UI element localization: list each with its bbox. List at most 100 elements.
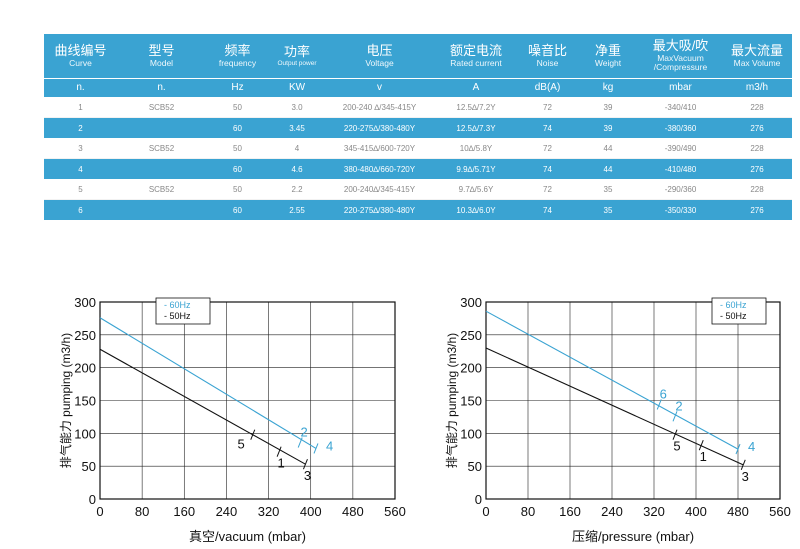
table-cell: 228 [722, 97, 792, 118]
y-tick-label: 100 [460, 426, 482, 441]
unit-cell: mbar [639, 78, 722, 97]
x-tick-label: 400 [300, 504, 322, 519]
plot-frame [485, 301, 781, 500]
curve-marker-tick [698, 439, 704, 451]
table-cell: 228 [722, 138, 792, 159]
table-cell: 200-240∆/345-415Y [325, 179, 434, 200]
x-tick-label: 480 [342, 504, 364, 519]
unit-cell: dB(A) [518, 78, 577, 97]
x-tick-label: 560 [769, 504, 791, 519]
series-line-50Hz [99, 348, 306, 465]
table-cell: 4 [269, 138, 325, 159]
y-tick-label: 250 [74, 328, 96, 343]
table-row: 4 60 4.6 380-480∆/660-720Y 9.9∆/5.71Y 74 44 -41… [44, 158, 792, 179]
curve-marker-tick [735, 443, 741, 455]
curve-marker-label: 5 [238, 437, 245, 452]
y-tick-label: 150 [74, 394, 96, 409]
unit-cell: Hz [206, 78, 269, 97]
table-cell: 74 [518, 199, 577, 220]
table-cell: 276 [722, 199, 792, 220]
series-line-50Hz [485, 347, 744, 466]
table-cell: 2.2 [269, 179, 325, 200]
table-cell: 220-275∆/380-480Y [325, 199, 434, 220]
header-power: 功率 Output power [269, 34, 325, 79]
y-tick-label: 300 [460, 295, 482, 310]
table-cell: 6 [44, 199, 117, 220]
header-row: 曲线编号 Curve 型号 Model 频率 frequency 功率 Output p… [44, 34, 792, 79]
table-cell: 10.3∆/6.0Y [434, 199, 518, 220]
unit-row: n. n. Hz KW v A dB(A) kg mbar m3/h [44, 78, 792, 97]
legend-entry: - 60Hz [164, 300, 191, 310]
x-tick-label: 320 [643, 504, 665, 519]
table-cell: 1 [44, 97, 117, 118]
table-cell: 12.5∆/7.2Y [434, 97, 518, 118]
table-cell: 380-480∆/660-720Y [325, 158, 434, 179]
table-cell: 50 [206, 138, 269, 159]
table-cell: 3.45 [269, 117, 325, 138]
unit-cell: kg [577, 78, 639, 97]
y-tick-label: 150 [460, 394, 482, 409]
table-cell: 60 [206, 158, 269, 179]
header-maxvacuum: 最大吸/吹 MaxVacuum/Compressure [639, 34, 722, 79]
curve-marker-label: 4 [748, 439, 755, 454]
table-cell: 60 [206, 199, 269, 220]
table-cell: 72 [518, 138, 577, 159]
x-tick-label: 80 [521, 504, 535, 519]
y-axis-label: 排气能力 pumping (m3/h) [58, 333, 73, 468]
table-cell: 2.55 [269, 199, 325, 220]
y-tick-label: 300 [74, 295, 96, 310]
y-tick-label: 100 [74, 426, 96, 441]
y-tick-label: 0 [475, 492, 482, 507]
table-cell: 9.9∆/5.71Y [434, 158, 518, 179]
table-cell [117, 117, 206, 138]
table-cell: 60 [206, 117, 269, 138]
table-cell: 44 [577, 158, 639, 179]
curve-marker-tick [302, 459, 308, 470]
table-cell: 72 [518, 97, 577, 118]
header-current: 额定电流 Rated current [434, 34, 518, 79]
header-frequency: 频率 frequency [206, 34, 269, 79]
curve-marker-tick [656, 399, 662, 410]
table-cell: 9.7∆/5.6Y [434, 179, 518, 200]
spec-table: 曲线编号 Curve 型号 Model 频率 frequency 功率 Output p… [44, 34, 792, 220]
legend-box [711, 297, 767, 325]
table-cell: 5 [44, 179, 117, 200]
table-cell: -380/360 [639, 117, 722, 138]
header-noise: 噪音比 Noise [518, 34, 577, 79]
table-row: 6 60 2.55 220-275∆/380-480Y 10.3∆/6.0Y 74 35 -3… [44, 199, 792, 220]
curve-marker-label: 2 [301, 425, 308, 440]
table-row: 5 SCB52 50 2.2 200-240∆/345-415Y 9.7∆/5.6Y 72 3… [44, 179, 792, 200]
table-cell [117, 158, 206, 179]
table-cell: -390/490 [639, 138, 722, 159]
curve-marker-label: 2 [675, 398, 682, 413]
table-row: 1 SCB52 50 3.0 200-240 ∆/345-415Y 12.5∆/7.2Y 7… [44, 97, 792, 118]
x-tick-label: 480 [727, 504, 749, 519]
curve-marker-label: 5 [673, 439, 680, 454]
curve-marker-tick [276, 446, 282, 457]
series-line-60Hz [99, 317, 317, 449]
table-cell: 74 [518, 158, 577, 179]
table-cell: SCB52 [117, 97, 206, 118]
x-axis-label: 压缩/pressure (mbar) [572, 529, 694, 544]
table-body: 1 SCB52 50 3.0 200-240 ∆/345-415Y 12.5∆/7.2Y 7… [44, 97, 792, 220]
table-cell: 3 [44, 138, 117, 159]
curve-marker-tick [250, 429, 256, 440]
header-curve: 曲线编号 Curve [44, 34, 117, 79]
unit-cell: n. [44, 78, 117, 97]
table-cell: 35 [577, 179, 639, 200]
table-cell: 345-415∆/600-720Y [325, 138, 434, 159]
x-tick-label: 400 [685, 504, 707, 519]
curve-marker-tick [740, 459, 746, 471]
header-weight: 净重 Weight [577, 34, 639, 79]
table-cell: 220-275∆/380-480Y [325, 117, 434, 138]
unit-cell: n. [117, 78, 206, 97]
x-tick-label: 160 [173, 504, 195, 519]
table-cell: 276 [722, 117, 792, 138]
x-tick-label: 0 [482, 504, 489, 519]
table-cell: 276 [722, 158, 792, 179]
plot-frame [99, 301, 396, 500]
unit-cell: m3/h [722, 78, 792, 97]
table-cell: 4.6 [269, 158, 325, 179]
table-row: 3 SCB52 50 4 345-415∆/600-720Y 10∆/5.8Y 72 44 -3… [44, 138, 792, 159]
